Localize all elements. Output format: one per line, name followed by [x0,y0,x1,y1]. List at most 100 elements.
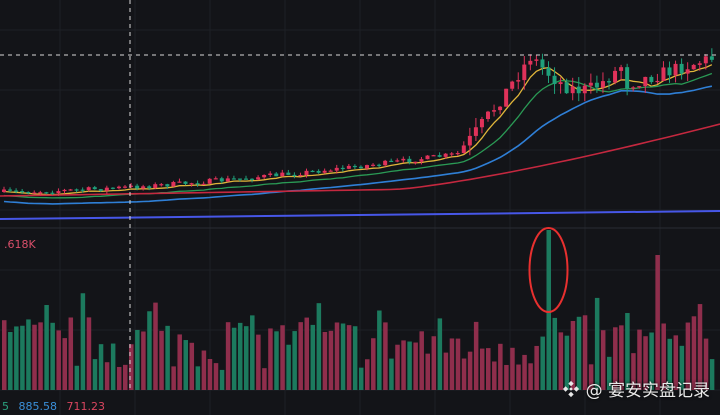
candle-body [619,67,624,71]
volume-bar [655,255,660,390]
indicator-value-3: 711.23 [66,400,106,413]
volume-bar [498,343,503,390]
volume-bar [207,358,213,390]
volume-bar [528,363,533,390]
volume-bar [183,340,188,390]
volume-bar [619,325,624,390]
candle-body [62,189,67,192]
candle-body [159,184,164,186]
volume-bar [110,343,116,390]
ma-slow-line [3,85,713,205]
volume-bar [38,322,43,390]
candle-body [697,63,702,65]
ma-longer-line [0,210,720,220]
volume-bar [250,315,255,390]
volume-bar [576,316,582,390]
watermark: @ 宴安实盘记录 [562,376,710,401]
candle-body [679,63,684,74]
candle-body [268,173,273,175]
candle-body [528,60,533,65]
volume-bar [564,335,570,390]
volume-bar [334,322,340,390]
candle-body [262,174,267,178]
volume-bar [256,334,261,390]
volume-bar [383,322,388,390]
candle-body [395,160,400,162]
candle-body [68,189,73,191]
candle-body [286,172,291,175]
candle-body [425,155,430,160]
candle-body [461,145,466,154]
volume-bar [268,328,273,390]
volume-bar [691,316,697,390]
candle-body [473,127,478,136]
candle-body [195,183,200,185]
volume-bar [552,317,558,390]
volume-bar [613,327,618,390]
volume-bar [80,293,86,390]
candle-body [292,174,297,177]
volume-bar [304,317,309,390]
volume-bar [32,324,37,390]
candle-body [443,153,448,157]
candle-body [516,80,521,82]
ma-mid-line [3,72,713,199]
volume-bar [322,331,328,390]
candle-body [455,153,460,155]
volume-bar [219,369,225,390]
volume-bar [425,353,430,390]
volume-bar [437,318,443,390]
candle-body [625,67,630,89]
candle-body [673,63,678,76]
volume-bar [316,303,322,390]
volume-bar [625,313,630,390]
ma-long-line [0,123,720,197]
volume-bar [98,344,104,390]
candle-body [177,181,182,183]
candle-body [613,70,618,83]
volume-bar [389,358,394,390]
volume-bar [679,345,685,390]
candle-body [346,165,351,169]
candle-body [8,189,13,191]
candle-body [709,56,714,60]
volume-bar [26,319,31,390]
volume-bar [201,350,207,390]
volume-bar [371,338,376,390]
candle-body [600,81,605,88]
annotation-circle [528,227,569,313]
candle-body [510,81,515,89]
candle-body [649,76,654,83]
candle-body [504,88,509,107]
volume-bar [340,323,346,390]
candle-body [322,170,327,173]
candle-body [365,165,369,169]
candle-body [38,192,43,194]
volume-bar [171,366,176,390]
candle-body [667,67,672,76]
candle-body [467,135,472,146]
volume-bar [685,322,691,390]
candle-body [129,185,134,187]
candle-body [20,191,25,193]
candle-body [582,85,587,94]
ma-fast-line [3,64,713,196]
volume-bar [352,326,358,390]
candle-body [274,173,279,177]
candle-body [449,153,454,155]
volume-bar [667,338,672,390]
volume-bar [298,322,303,390]
candle-body [540,59,545,68]
volume-bar [141,331,146,390]
candle-body [691,64,696,70]
candle-body [32,192,37,194]
candle-body [486,111,490,120]
volume-bar [637,329,642,390]
candle-body [147,186,152,189]
candle-body [123,186,127,188]
volume-bar [310,324,316,390]
candle-body [637,86,642,88]
volume-bar [14,326,19,390]
